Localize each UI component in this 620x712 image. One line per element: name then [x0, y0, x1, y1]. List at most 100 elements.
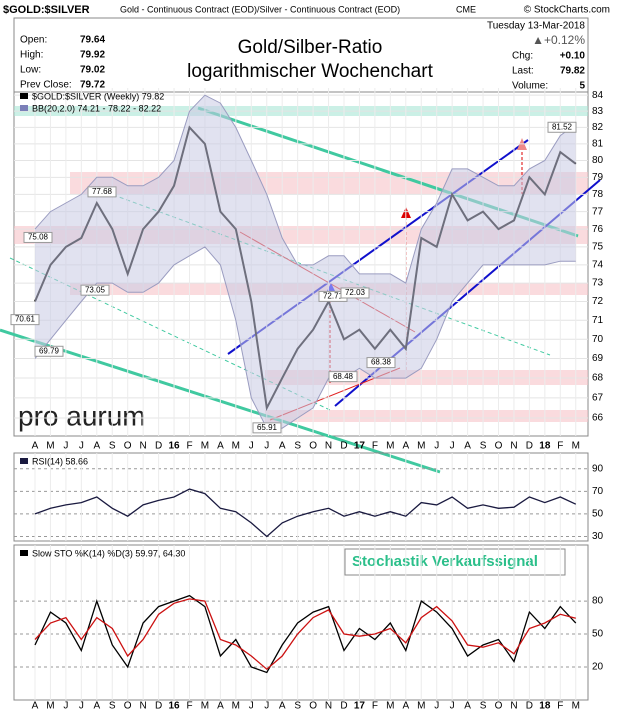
price-label-box	[23, 231, 53, 243]
x-tick-label: J	[79, 441, 84, 452]
price-label-box	[328, 371, 358, 383]
rsi-panel	[13, 452, 589, 542]
price-label: 72.03	[345, 288, 366, 297]
x-tick-label: 17	[354, 441, 366, 452]
y-tick-label: 82	[592, 122, 604, 133]
legend-entry: BB(20,2.0) 74.21 - 78.22 - 82.22	[32, 103, 161, 113]
x-tick-label: A	[464, 701, 471, 712]
y-tick-label: 80	[592, 155, 604, 166]
x-tick-label: M	[386, 441, 394, 452]
price-label: 68.48	[333, 372, 354, 381]
x-tick-label: N	[140, 441, 147, 452]
y-tick-label: 50	[592, 509, 604, 520]
x-tick-label: J	[63, 441, 68, 452]
stat-value: 5	[579, 81, 585, 92]
y-tick-label: 75	[592, 242, 604, 253]
x-tick-label: N	[325, 701, 332, 712]
x-tick-label: J	[434, 441, 439, 452]
x-tick-label: D	[340, 441, 347, 452]
x-tick-label: M	[572, 441, 580, 452]
y-tick-label: 20	[592, 662, 604, 673]
x-tick-label: D	[155, 441, 162, 452]
x-tick-label: A	[402, 441, 409, 452]
x-tick-label: J	[264, 701, 269, 712]
price-label: 70.61	[15, 315, 36, 324]
price-label-box	[34, 345, 64, 357]
sto-panel	[13, 544, 589, 701]
x-tick-label: S	[109, 701, 116, 712]
x-tick-label: M	[201, 701, 209, 712]
change-pct: ▲+0.12%	[532, 33, 585, 47]
series-line	[34, 598, 576, 671]
stat-value: +0.10	[560, 51, 586, 62]
x-tick-label: M	[417, 701, 425, 712]
price-label: 72.71	[323, 292, 344, 301]
x-tick-label: M	[417, 441, 425, 452]
y-tick-label: 70	[592, 486, 604, 497]
x-tick-label: N	[510, 701, 517, 712]
x-tick-label: F	[372, 701, 378, 712]
x-tick-label: J	[249, 441, 254, 452]
x-tick-label: 17	[354, 701, 366, 712]
x-tick-label: M	[386, 701, 394, 712]
x-tick-label: S	[109, 441, 116, 452]
x-tick-label: F	[186, 441, 192, 452]
x-tick-label: F	[186, 701, 192, 712]
series-line	[34, 594, 577, 674]
callout: Stochastik Verkaufssignal	[352, 553, 538, 570]
x-tick-label: D	[155, 701, 162, 712]
exchange: CME	[456, 4, 476, 14]
x-tick-label: O	[495, 441, 503, 452]
bb-lower	[34, 246, 576, 429]
quote-value: 79.02	[80, 65, 105, 76]
x-tick-label: A	[279, 701, 286, 712]
y-tick-label: 74	[592, 259, 604, 270]
x-tick-label: A	[32, 441, 39, 452]
x-tick-label: D	[526, 701, 533, 712]
y-tick-label: 70	[592, 334, 604, 345]
price-label-box	[366, 357, 396, 369]
chart-title: Gold/Silber-Ratio	[238, 37, 383, 58]
bollinger-band	[35, 95, 576, 429]
date: Tuesday 13-Mar-2018	[487, 21, 585, 32]
quote-value: 79.72	[80, 80, 105, 91]
x-tick-label: 16	[168, 441, 180, 452]
x-tick-label: A	[464, 441, 471, 452]
price-label-box	[87, 186, 117, 198]
price-label-box	[80, 284, 110, 296]
x-tick-label: D	[526, 441, 533, 452]
x-tick-label: J	[264, 441, 269, 452]
y-tick-label: 67	[592, 393, 604, 404]
y-tick-label: 50	[592, 629, 604, 640]
price-label: 68.38	[371, 358, 392, 367]
price-label: 65.91	[257, 423, 278, 432]
x-tick-label: A	[93, 441, 100, 452]
legend-swatch	[20, 550, 28, 556]
quote-label: High:	[20, 50, 43, 61]
series-line	[34, 488, 577, 538]
price-label-box	[10, 314, 40, 326]
x-tick-label: A	[279, 441, 286, 452]
x-tick-label: J	[63, 701, 68, 712]
x-tick-label: S	[480, 441, 487, 452]
panel-title: RSI(14) 58.66	[32, 456, 88, 466]
legend-entry: $GOLD:$SILVER (Weekly) 79.82	[32, 91, 164, 101]
y-tick-label: 84	[592, 90, 604, 101]
source: © StockCharts.com	[524, 5, 610, 16]
y-tick-label: 66	[592, 413, 604, 424]
legend-swatch	[20, 458, 28, 464]
x-tick-label: J	[450, 441, 455, 452]
y-tick-label: 68	[592, 373, 604, 384]
quote-label: Prev Close:	[20, 80, 72, 91]
symbol: $GOLD:$SILVER	[3, 4, 90, 16]
description: Gold - Continuous Contract (EOD)/Silver …	[120, 4, 400, 14]
x-tick-label: F	[557, 701, 563, 712]
x-tick-label: O	[124, 441, 132, 452]
price-label: 69.79	[39, 346, 60, 355]
y-tick-label: 73	[592, 278, 604, 289]
quote-label: Low:	[20, 65, 41, 76]
x-tick-label: M	[46, 441, 54, 452]
x-tick-label: F	[557, 441, 563, 452]
quote-value: 79.64	[80, 35, 105, 46]
